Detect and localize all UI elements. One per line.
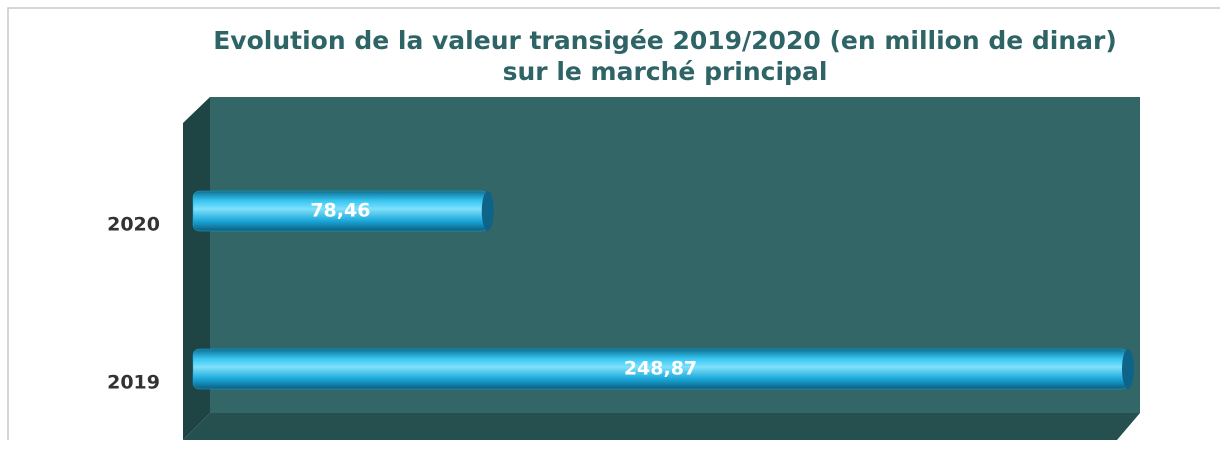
category-label: 2020 — [107, 214, 160, 236]
value-label: 78,46 — [310, 200, 370, 222]
frame — [7, 7, 1220, 440]
chart-title: Evolution de la valeur transigée 2019/20… — [213, 26, 1117, 55]
bar-cap — [481, 191, 494, 231]
chart-title: sur le marché principal — [503, 57, 828, 86]
value-label: 248,87 — [624, 358, 697, 380]
floor — [183, 413, 1140, 440]
bar-cap — [1122, 349, 1134, 389]
category-label: 2019 — [107, 372, 160, 394]
back-wall — [210, 97, 1140, 413]
